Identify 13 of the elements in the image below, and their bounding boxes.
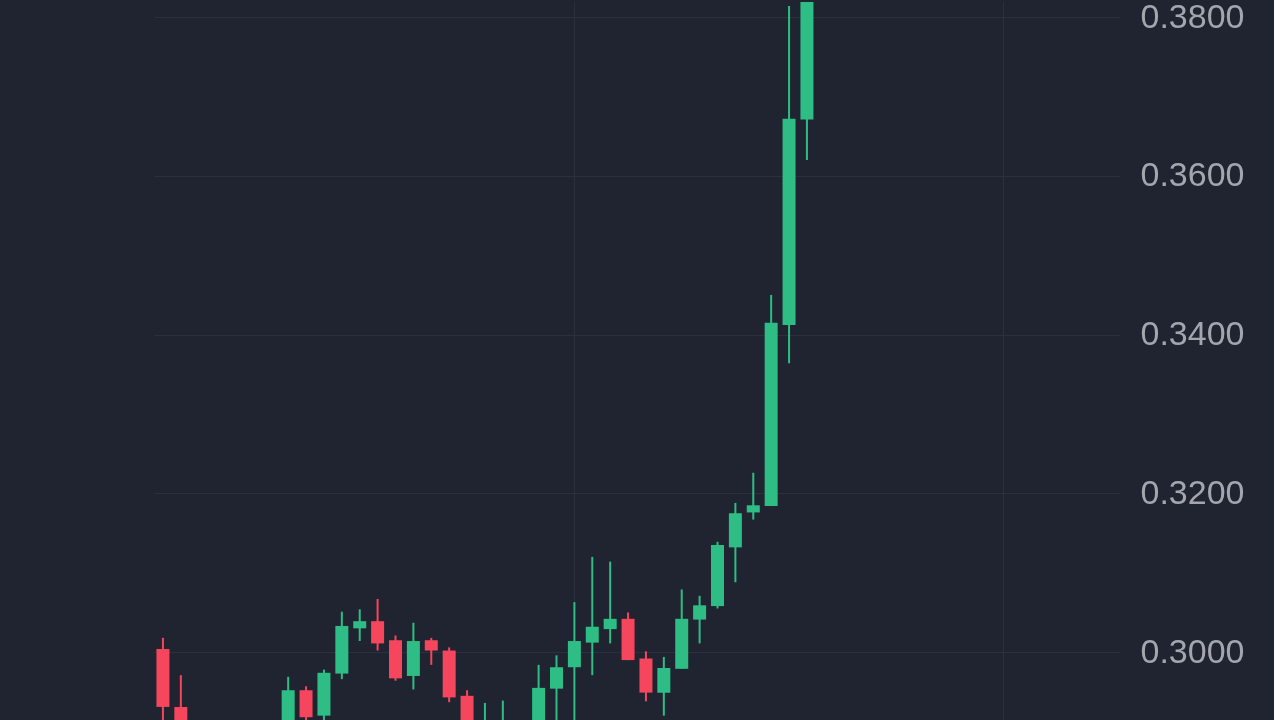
candlestick (746, 471, 760, 521)
y-tick-label: 0.3000 (1140, 631, 1245, 670)
candlestick (550, 654, 563, 720)
y-tick-label: 0.3800 (1140, 0, 1245, 35)
candlestick (424, 636, 438, 666)
candlestick (353, 608, 367, 643)
y-tick-label: 0.3200 (1140, 472, 1245, 511)
candlestick (585, 555, 599, 677)
candlestick (693, 594, 707, 645)
candlestick (371, 597, 385, 652)
candlestick (603, 560, 617, 645)
y-tick-label: 0.3600 (1140, 155, 1245, 194)
y-tick-label: 0.3400 (1140, 314, 1245, 353)
